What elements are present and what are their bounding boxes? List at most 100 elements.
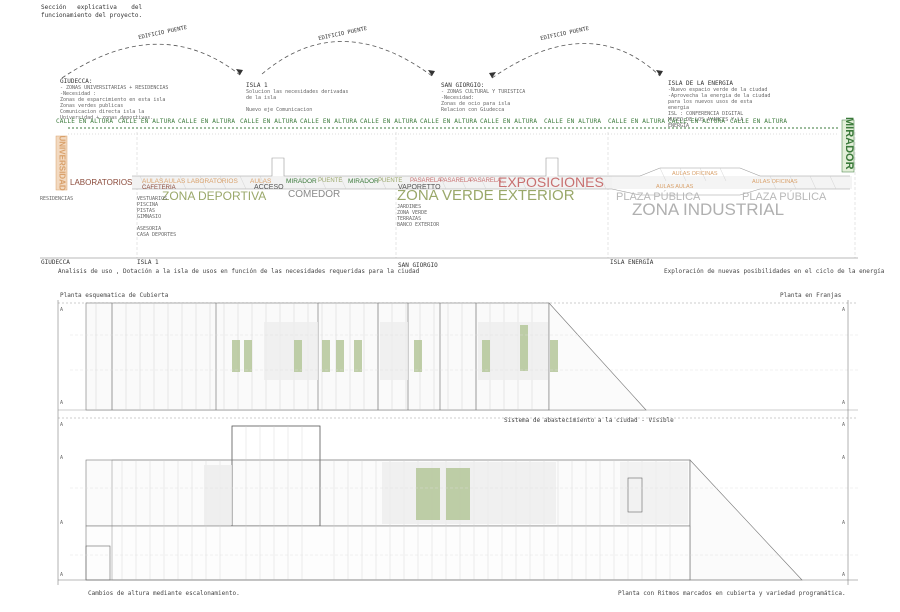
label-aulas-oficinas-2: AULAS OFICINAS (752, 179, 798, 185)
station-line: ISL : CONFERENCIA DIGITAL (668, 111, 744, 117)
note-line: GIMNASIO (137, 214, 162, 220)
label-mirador-2: MIRADOR (348, 178, 379, 185)
calle-label: CALLE EN ALTURA (178, 118, 236, 125)
station-line: Zonas de esparcimiento en esta isla (60, 97, 166, 103)
axis-marker: A (60, 422, 64, 428)
label-cafeteria: CAFETERIA (142, 185, 176, 191)
label-puente-1: PUENTE (318, 178, 343, 184)
label-aulas-1: AULAS (142, 178, 164, 185)
station-line: Zonas verdes publicas (60, 103, 124, 109)
station-line: Zonas de ocio para isla (441, 101, 511, 107)
note-line: PISTAS (137, 208, 156, 214)
axis-marker: A (60, 400, 64, 406)
label-aulas-2: AULAS (250, 178, 272, 185)
axis-marker: A (842, 422, 846, 428)
calle-label: CALLE EN ALTURA (608, 118, 666, 125)
label-aulas-lab: AULAS LABORATORIOS (164, 178, 238, 185)
axis-marker: A (842, 572, 846, 578)
station-sub: - ZONAS UNIVERSITARIAS + RESIDENCIAS (60, 85, 169, 91)
axis-marker: A (842, 400, 846, 406)
caption-bottom-right: Planta con Ritmos marcados en cubierta y… (618, 590, 846, 597)
note-line: BANCO EXTERIOR (397, 222, 440, 228)
axis-marker: A (60, 455, 64, 461)
station-line: -Aprovecha la energia de la ciudad (668, 93, 771, 99)
caption-bottom-left: Cambios de altura mediante escalonamient… (88, 590, 240, 597)
axis-marker: A (842, 520, 846, 526)
calle-label: CALLE EN ALTURA (360, 118, 418, 125)
note-line: PISCINA (137, 202, 159, 208)
label-zona-verde: ZONA VERDE EXTERIOR (397, 187, 575, 204)
deportiva-notes: VESTUARIOS PISCINA PISTAS GIMNASIO ASESO… (137, 196, 176, 238)
label-zona-deportiva: ZONA DEPORTIVA (162, 189, 267, 203)
axis-marker: A (842, 307, 846, 313)
station-line: energia (668, 105, 690, 111)
sistema-label: Sistema de abastecimiento a la ciudad - … (504, 417, 674, 424)
label-plaza-publica-2: PLAZA PÚBLICA (742, 191, 827, 203)
plan-cubierta-title: Planta esquematica de Cubierta (60, 292, 169, 299)
label-acceso: ACCESO (254, 184, 284, 191)
label-zona-industrial: ZONA INDUSTRIAL (632, 200, 785, 219)
label-aulas-oficinas: AULAS OFICINAS (672, 171, 718, 177)
calle-label: CALLE EN ALTURA (240, 118, 298, 125)
top-title: Sección explicativa del funcionamiento d… (41, 4, 143, 19)
station-giudecca: GIUDECCA: - ZONAS UNIVERSITARIAS + RESID… (60, 78, 168, 121)
station-line: Comunicacion directa isla la (60, 109, 145, 115)
calle-label: CALLE EN ALTURA (730, 118, 788, 125)
station-sub: - ZONAS CULTURAL Y TURISTICA (441, 89, 526, 95)
label-puente-2: PUENTE (378, 178, 403, 184)
station-isla1: ISLA 1 Solucion las necesidades derivada… (246, 82, 348, 113)
verde-notes: JARDINES ZONA VERDE TERRAZAS BANCO EXTER… (397, 204, 439, 228)
station-title: ISLA 1 (246, 82, 268, 89)
station-line: MUSEO DE LOS AVANCES Y LA (668, 117, 744, 123)
note-line: VESTUARIOS (137, 196, 168, 202)
mirador-end-label: MIRADOR (843, 117, 855, 170)
label-aulas-aulas: AULAS AULAS (656, 184, 694, 190)
station-line: Relacion con Giudecca (441, 107, 505, 113)
island-energia: ISLA ENERGÍA (610, 259, 654, 266)
calle-label: CALLE EN ALTURA (420, 118, 478, 125)
note-line: JARDINES (397, 204, 422, 210)
label-exposiciones: EXPOSICIONES (498, 174, 604, 190)
label-pasarela-1: PASARELA (410, 178, 442, 184)
plan-franjas-title: Planta en Franjas (780, 292, 842, 299)
calle-label: CALLE EN ALTURA (56, 118, 114, 125)
label-vaporetto: VAPORETTO (398, 184, 441, 191)
note-line: TERRAZAS (397, 216, 422, 222)
station-line: para los nuevos usos de esta (668, 99, 753, 105)
station-energia: ISLA DE LA ENERGIA -Nuevo espacio verde … (668, 80, 770, 129)
label-residencias: RESIDENCIAS (40, 196, 74, 202)
station-line: -Necesidad : (60, 91, 97, 97)
station-line: -Necesidad: (441, 95, 475, 101)
station-title: ISLA DE LA ENERGIA (668, 80, 734, 87)
island-sangiorgio: SAN GIORGIO (398, 262, 438, 269)
note-line: ASESORIA (137, 226, 162, 232)
station-sangiorgio: SAN GIORGIO: - ZONAS CULTURAL Y TURISTIC… (441, 82, 525, 113)
note-line: ZONA VERDE (397, 210, 428, 216)
station-line: -Nuevo espacio verde de la ciudad (668, 87, 768, 93)
label-laboratorios: LABORATORIOS (70, 178, 133, 187)
caption-left: Analisis de uso , Dotación a la isla de … (58, 268, 420, 275)
axis-marker: A (842, 455, 846, 461)
label-pasarela-3: PASARELA (470, 178, 502, 184)
label-comedor: COMEDOR (288, 189, 341, 200)
station-title: GIUDECCA: (60, 78, 93, 85)
calle-label: CALLE EN ALTURA (118, 118, 176, 125)
axis-marker: A (60, 520, 64, 526)
island-isla1: ISLA 1 (137, 259, 159, 266)
island-giudecca: GIUDECCA (41, 259, 70, 266)
station-line: ENERGIA (668, 123, 690, 129)
calle-label: CALLE EN ALTURA (480, 118, 538, 125)
caption-right: Exploración de nuevas posibilidades en e… (664, 268, 885, 275)
note-line: CASA DEPORTES (137, 232, 177, 238)
station-line: de la isla (246, 95, 277, 101)
axis-marker: A (60, 572, 64, 578)
label-plaza-publica-1: PLAZA PÚBLICA (616, 191, 701, 203)
label-pasarela-2: PASARELA (440, 178, 472, 184)
universidad-label: UNIVERSIDAD (57, 135, 67, 191)
station-line: Nuevo eje Comunicacion (246, 107, 313, 113)
station-title: SAN GIORGIO: (441, 82, 485, 89)
calle-label: CALLE EN ALTURA (668, 118, 726, 125)
calle-label: CALLE EN ALTURA (544, 118, 602, 125)
label-mirador-1: MIRADOR (286, 178, 317, 185)
